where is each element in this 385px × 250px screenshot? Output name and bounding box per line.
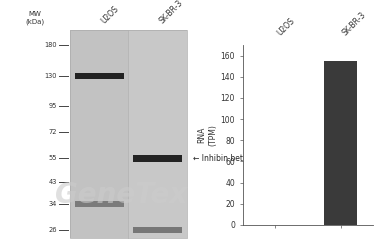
Bar xyxy=(133,227,182,232)
Text: U2OS: U2OS xyxy=(99,4,121,25)
Text: 55: 55 xyxy=(49,155,57,161)
Text: 26: 26 xyxy=(49,227,57,233)
Bar xyxy=(75,73,124,79)
Text: GeneTex: GeneTex xyxy=(55,181,187,209)
Text: SK-BR-3: SK-BR-3 xyxy=(341,11,368,38)
Bar xyxy=(75,202,124,207)
Text: 43: 43 xyxy=(49,179,57,185)
Bar xyxy=(133,155,182,162)
Text: U2OS: U2OS xyxy=(275,17,296,38)
Text: 34: 34 xyxy=(49,201,57,207)
Text: 72: 72 xyxy=(49,130,57,136)
Bar xyxy=(70,30,128,238)
Text: 130: 130 xyxy=(45,73,57,79)
Text: 95: 95 xyxy=(49,103,57,109)
Bar xyxy=(70,30,186,238)
Bar xyxy=(324,61,357,225)
Bar xyxy=(128,30,186,238)
Text: SK-BR-3: SK-BR-3 xyxy=(157,0,184,25)
Text: ← Inhibin beta B: ← Inhibin beta B xyxy=(193,154,255,163)
Text: MW
(kDa): MW (kDa) xyxy=(25,11,45,25)
Text: 180: 180 xyxy=(44,42,57,48)
Y-axis label: RNA
(TPM): RNA (TPM) xyxy=(198,124,218,146)
